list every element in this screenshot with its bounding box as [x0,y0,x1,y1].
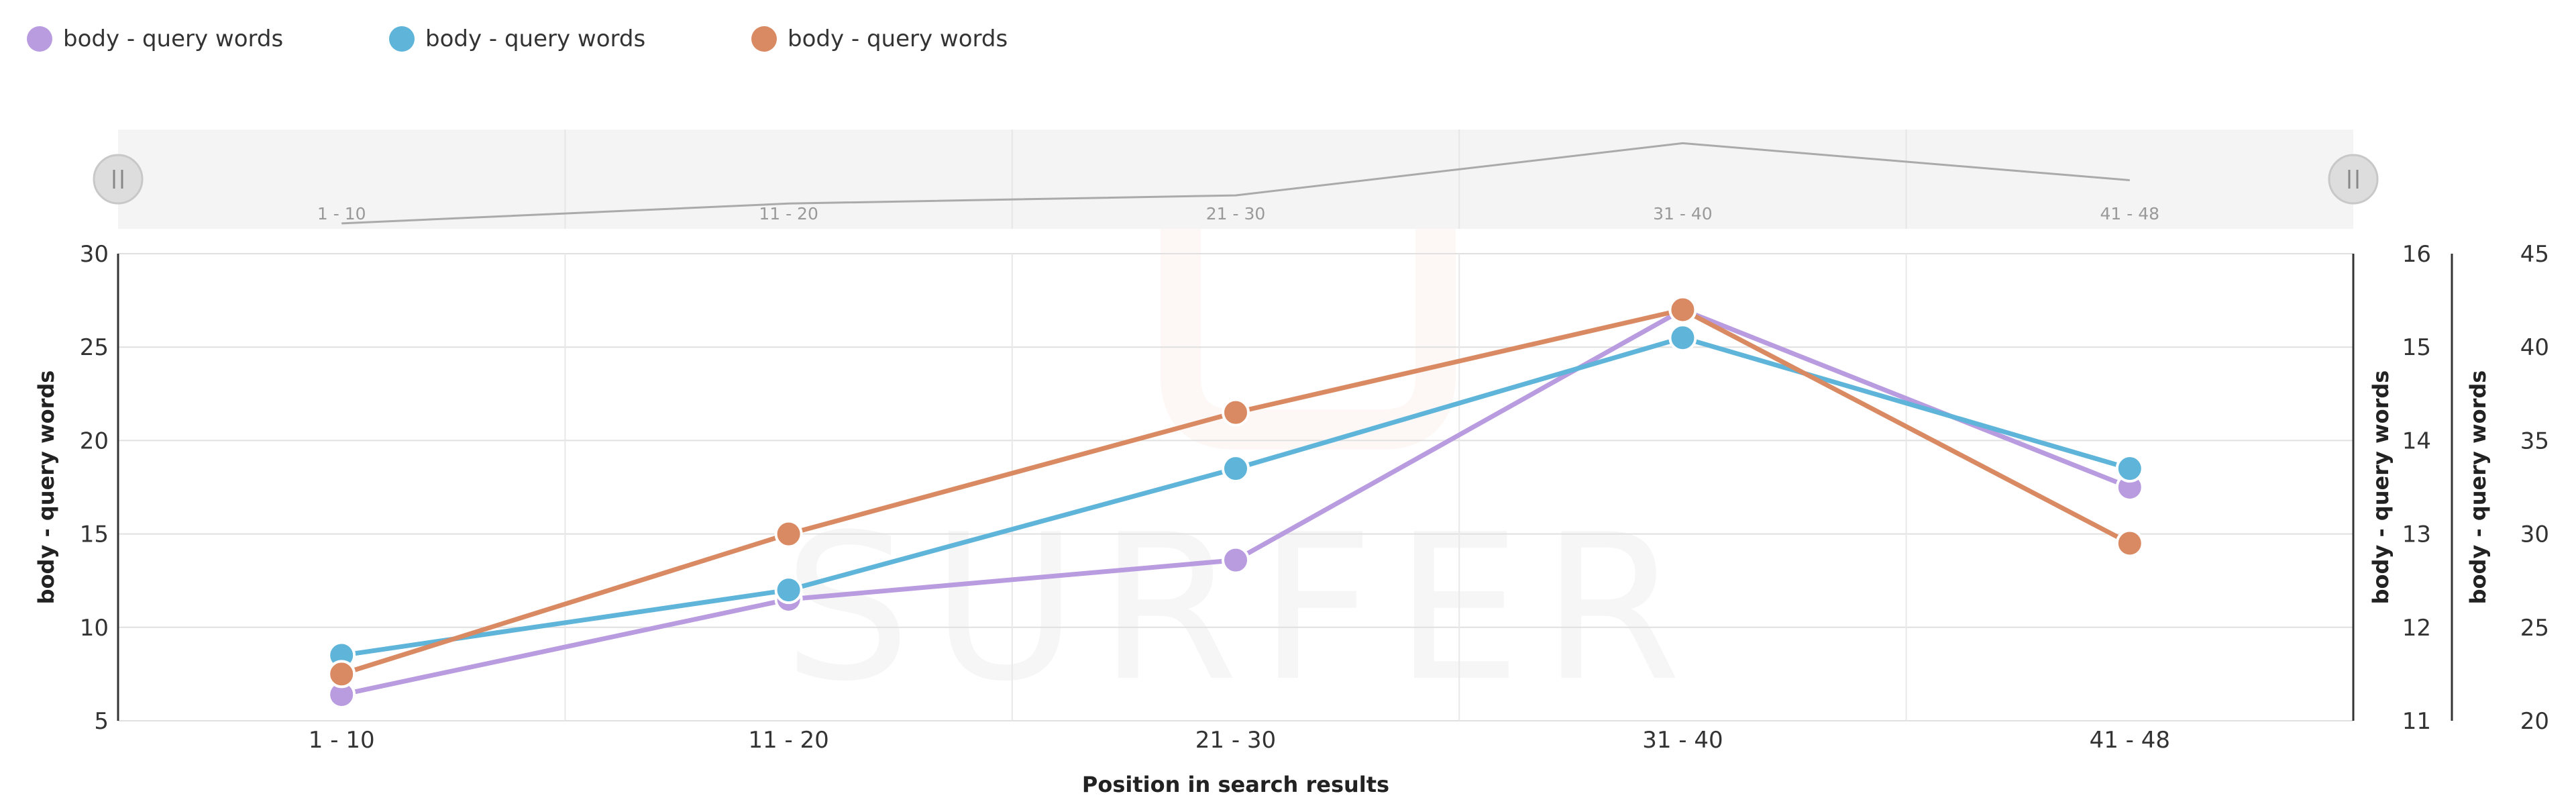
y-tick-label-right1: 15 [2402,334,2431,361]
y-tick-label-right1: 12 [2402,615,2431,642]
y-tick-label-right1: 14 [2402,427,2431,454]
y-axis-right2-title: body - query words [2465,370,2491,605]
navigator-tick-label: 31 - 40 [1653,204,1713,223]
series-3-point [774,519,803,548]
series-3-point [1668,295,1697,324]
y-axis-left-title: body - query words [34,370,59,605]
legend: body - query words body - query words bo… [27,26,1114,52]
y-tick-label-right2: 25 [2520,615,2549,642]
series-3-point [327,660,356,689]
legend-swatch-series-3 [751,26,777,52]
y-tick-label-left: 10 [80,615,109,642]
series-2-point [2115,454,2144,483]
y-tick-label-left: 25 [80,334,109,361]
y-tick-label-right1: 16 [2402,241,2431,268]
navigator-handle-circle [93,154,144,205]
x-tick-label: 21 - 30 [1195,727,1276,754]
series-2-point [774,576,803,605]
x-tick-label: 11 - 20 [748,727,828,754]
series-3-point [2115,529,2144,558]
navigator-tick-label: 41 - 48 [2100,204,2160,223]
series-2-point [1222,454,1250,483]
y-tick-label-right2: 30 [2520,521,2549,548]
navigator-handle-right[interactable] [2328,154,2379,205]
navigator-background [118,130,2353,229]
y-tick-label-left: 15 [80,521,109,548]
y-tick-label-right2: 35 [2520,427,2549,454]
navigator-line [341,142,2130,225]
y-tick-label-right2: 20 [2520,708,2549,735]
navigator-tick-label: 11 - 20 [759,204,818,223]
y-tick-label-right2: 45 [2520,241,2549,268]
legend-label-series-2: body - query words [425,26,646,52]
x-tick-label: 1 - 10 [309,727,375,754]
legend-swatch-series-1 [27,26,52,52]
navigator-tick-label: 21 - 30 [1206,204,1266,223]
navigator-handle-left[interactable] [93,154,144,205]
y-tick-label-right2: 40 [2520,334,2549,361]
x-tick-label: 31 - 40 [1642,727,1723,754]
y-axis-right1-title: body - query words [2368,370,2394,605]
navigator-tick-label: 1 - 10 [317,204,366,223]
x-axis-title: Position in search results [1082,772,1389,797]
legend-label-series-1: body - query words [63,26,284,52]
legend-item-series-3[interactable]: body - query words [751,26,1114,52]
y-tick-label-left: 20 [80,427,109,454]
legend-swatch-series-2 [389,26,415,52]
series-1-point [1222,546,1250,574]
watermark-text: SURFER [783,491,1701,725]
watermark-logo [1161,201,1456,450]
series-2-point [1668,323,1697,352]
y-tick-label-right1: 13 [2402,521,2431,548]
y-tick-label-left: 30 [80,241,109,268]
legend-label-series-3: body - query words [788,26,1008,52]
y-tick-label-left: 5 [94,708,109,735]
series-3-point [1222,398,1250,427]
y-tick-label-right1: 11 [2402,708,2431,735]
navigator-handle-circle [2328,154,2379,205]
legend-item-series-2[interactable]: body - query words [389,26,751,52]
legend-item-series-1[interactable]: body - query words [27,26,389,52]
x-tick-label: 41 - 48 [2090,727,2170,754]
